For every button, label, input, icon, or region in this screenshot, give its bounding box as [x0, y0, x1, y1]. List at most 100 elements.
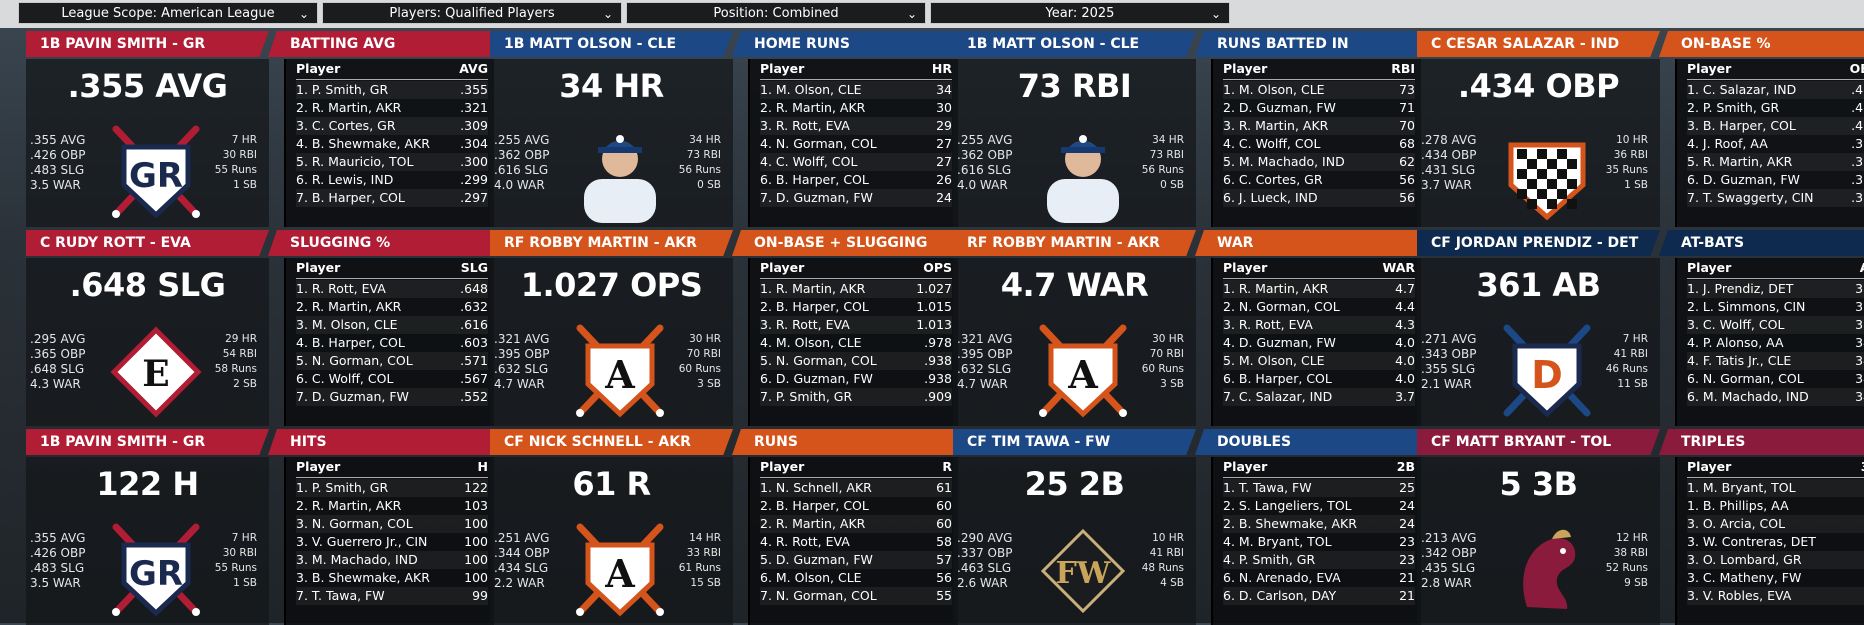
table-row[interactable]: 4. B. Shewmake, AKR .304	[296, 135, 488, 153]
akr-logo[interactable]: A	[570, 318, 670, 422]
leader-name-header[interactable]: C RUDY ROTT - EVA	[26, 230, 269, 256]
leader-name-header[interactable]: CF NICK SCHNELL - AKR	[490, 429, 733, 455]
gr-logo[interactable]: GR	[106, 119, 206, 223]
table-row[interactable]: 4. P. Alonso, AA 349	[1687, 334, 1864, 352]
table-row[interactable]: 6. N. Arenado, EVA 21	[1223, 569, 1415, 587]
table-row[interactable]: 1. M. Olson, CLE 73	[1223, 81, 1415, 99]
table-row[interactable]: 6. M. Machado, IND 345	[1687, 388, 1864, 406]
leader-name-header[interactable]: CF TIM TAWA - FW	[953, 429, 1196, 455]
table-row[interactable]: 4. M. Bryant, TOL 23	[1223, 533, 1415, 551]
table-row[interactable]: 7. B. Harper, COL .297	[296, 189, 488, 207]
det-logo[interactable]: D	[1497, 318, 1597, 422]
category-header[interactable]: HOME RUNS	[732, 31, 956, 57]
table-row[interactable]: 4. B. Harper, COL .603	[296, 334, 488, 352]
table-row[interactable]: 2. R. Martin, AKR 30	[760, 99, 952, 117]
leader-name-header[interactable]: 1B MATT OLSON - CLE	[953, 31, 1196, 57]
leader-name-header[interactable]: RF ROBBY MARTIN - AKR	[490, 230, 733, 256]
table-row[interactable]: 2. R. Martin, AKR .321	[296, 99, 488, 117]
table-row[interactable]: 5. N. Gorman, COL .571	[296, 352, 488, 370]
table-row[interactable]: 7. T. Swaggerty, CIN .384	[1687, 189, 1864, 207]
player-photo[interactable]	[570, 119, 670, 223]
table-row[interactable]: 6. C. Cortes, GR 56	[1223, 171, 1415, 189]
table-row[interactable]: 5. M. Olson, CLE 4.0	[1223, 352, 1415, 370]
table-row[interactable]: 3. C. Matheny, FW4	[1687, 569, 1864, 587]
tol-logo[interactable]	[1497, 517, 1597, 621]
table-row[interactable]: 5. N. Gorman, COL .938	[760, 352, 952, 370]
table-row[interactable]: 2. S. Langeliers, TOL 24	[1223, 497, 1415, 515]
player-photo[interactable]	[1033, 119, 1133, 223]
position-dropdown[interactable]: Position: Combined ⌄	[626, 2, 926, 24]
table-row[interactable]: 2. D. Guzman, FW 71	[1223, 99, 1415, 117]
table-row[interactable]: 6. D. Carlson, DAY 21	[1223, 587, 1415, 605]
category-header[interactable]: WAR	[1195, 230, 1419, 256]
ind-logo[interactable]	[1497, 119, 1597, 223]
leader-name-header[interactable]: RF ROBBY MARTIN - AKR	[953, 230, 1196, 256]
table-row[interactable]: 3. M. Olson, CLE .616	[296, 316, 488, 334]
table-row[interactable]: 2. P. Smith, GR .426	[1687, 99, 1864, 117]
table-row[interactable]: 6. C. Wolff, COL .567	[296, 370, 488, 388]
table-row[interactable]: 7. T. Tawa, FW 99	[296, 587, 488, 605]
table-row[interactable]: 6. N. Gorman, COL 345	[1687, 370, 1864, 388]
category-header[interactable]: BATTING AVG	[268, 31, 492, 57]
table-row[interactable]: 2. R. Martin, AKR .632	[296, 298, 488, 316]
table-row[interactable]: 1. T. Tawa, FW 25	[1223, 479, 1415, 497]
table-row[interactable]: 5. R. Martin, AKR .395	[1687, 153, 1864, 171]
table-row[interactable]: 2. B. Harper, COL 60	[760, 497, 952, 515]
table-row[interactable]: 5. M. Machado, IND 62	[1223, 153, 1415, 171]
table-row[interactable]: 3. R. Rott, EVA 1.013	[760, 316, 952, 334]
table-row[interactable]: 2. B. Harper, COL 1.015	[760, 298, 952, 316]
table-row[interactable]: 3. W. Contreras, DET4	[1687, 533, 1864, 551]
table-row[interactable]: 2. R. Martin, AKR 103	[296, 497, 488, 515]
table-row[interactable]: 2. R. Martin, AKR 60	[760, 515, 952, 533]
category-header[interactable]: TRIPLES	[1659, 429, 1864, 455]
category-header[interactable]: RUNS BATTED IN	[1195, 31, 1419, 57]
table-row[interactable]: 3. B. Harper, COL .412	[1687, 117, 1864, 135]
year-dropdown[interactable]: Year: 2025 ⌄	[930, 2, 1230, 24]
category-header[interactable]: RUNS	[732, 429, 956, 455]
table-row[interactable]: 4. C. Wolff, COL 68	[1223, 135, 1415, 153]
category-header[interactable]: DOUBLES	[1195, 429, 1419, 455]
table-row[interactable]: 7. D. Guzman, FW .552	[296, 388, 488, 406]
table-row[interactable]: 3. O. Lombard, GR4	[1687, 551, 1864, 569]
table-row[interactable]: 4. N. Gorman, COL 27	[760, 135, 952, 153]
table-row[interactable]: 4. F. Tatis Jr., CLE 349	[1687, 352, 1864, 370]
table-row[interactable]: 4. P. Smith, GR 23	[1223, 551, 1415, 569]
table-row[interactable]: 3. C. Cortes, GR .309	[296, 117, 488, 135]
table-row[interactable]: 3. B. Shewmake, AKR 100	[296, 569, 488, 587]
eva-logo[interactable]: E	[106, 318, 206, 422]
category-header[interactable]: AT-BATS	[1659, 230, 1864, 256]
table-row[interactable]: 4. D. Guzman, FW 4.0	[1223, 334, 1415, 352]
category-header[interactable]: SLUGGING %	[268, 230, 492, 256]
table-row[interactable]: 3. N. Gorman, COL 100	[296, 515, 488, 533]
fw-logo[interactable]: FW	[1033, 517, 1133, 621]
table-row[interactable]: 4. J. Roof, AA .395	[1687, 135, 1864, 153]
category-header[interactable]: ON-BASE %	[1659, 31, 1864, 57]
table-row[interactable]: 3. R. Martin, AKR 70	[1223, 117, 1415, 135]
akr-logo[interactable]: A	[570, 517, 670, 621]
table-row[interactable]: 1. R. Martin, AKR 4.7	[1223, 280, 1415, 298]
table-row[interactable]: 6. B. Harper, COL 4.0	[1223, 370, 1415, 388]
leader-name-header[interactable]: 1B PAVIN SMITH - GR	[26, 31, 269, 57]
table-row[interactable]: 5. R. Mauricio, TOL .300	[296, 153, 488, 171]
table-row[interactable]: 6. J. Lueck, IND 56	[1223, 189, 1415, 207]
league-scope-dropdown[interactable]: League Scope: American League ⌄	[18, 2, 318, 24]
table-row[interactable]: 7. C. Salazar, IND 3.7	[1223, 388, 1415, 406]
table-row[interactable]: 2. B. Shewmake, AKR 24	[1223, 515, 1415, 533]
table-row[interactable]: 1. M. Bryant, TOL5	[1687, 479, 1864, 497]
table-row[interactable]: 6. M. Olson, CLE 56	[760, 569, 952, 587]
table-row[interactable]: 1. R. Martin, AKR 1.027	[760, 280, 952, 298]
leader-name-header[interactable]: CF MATT BRYANT - TOL	[1417, 429, 1660, 455]
table-row[interactable]: 4. R. Rott, EVA 58	[760, 533, 952, 551]
table-row[interactable]: 1. C. Salazar, IND .434	[1687, 81, 1864, 99]
table-row[interactable]: 4. C. Wolff, COL 27	[760, 153, 952, 171]
table-row[interactable]: 7. P. Smith, GR .909	[760, 388, 952, 406]
table-row[interactable]: 1. N. Schnell, AKR 61	[760, 479, 952, 497]
table-row[interactable]: 6. R. Lewis, IND .299	[296, 171, 488, 189]
leader-name-header[interactable]: 1B PAVIN SMITH - GR	[26, 429, 269, 455]
akr-logo[interactable]: A	[1033, 318, 1133, 422]
table-row[interactable]: 1. P. Smith, GR 122	[296, 479, 488, 497]
table-row[interactable]: 1. P. Smith, GR .355	[296, 81, 488, 99]
table-row[interactable]: 3. M. Machado, IND 100	[296, 551, 488, 569]
